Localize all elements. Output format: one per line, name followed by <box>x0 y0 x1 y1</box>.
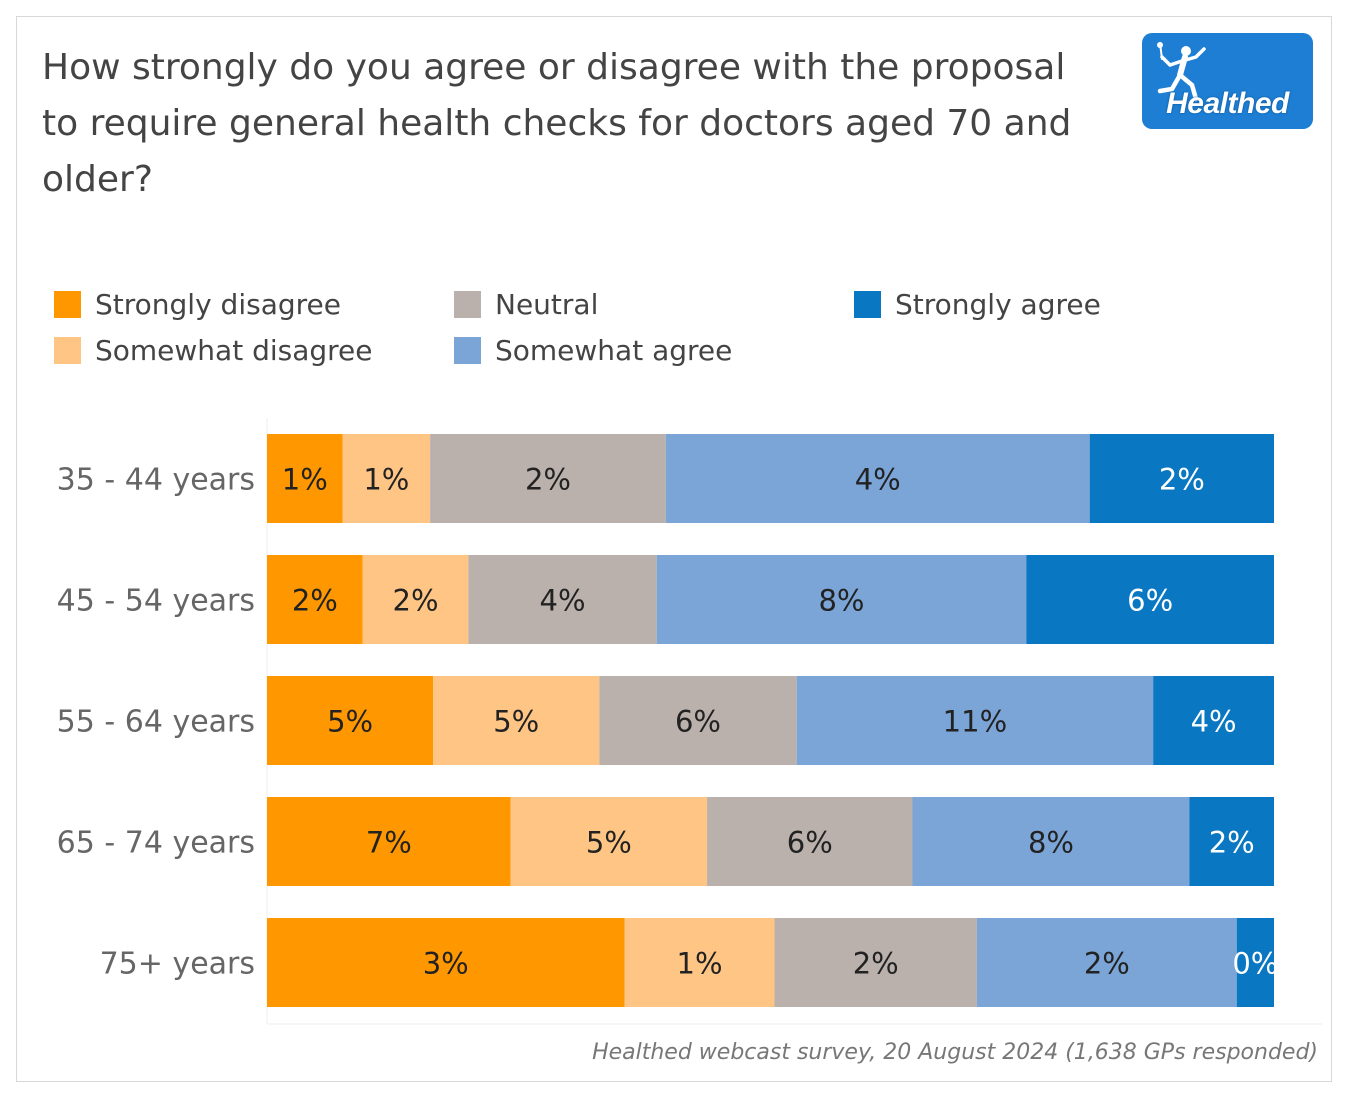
legend-item-strongly-agree: Strongly agree <box>854 286 1101 322</box>
data-label: 0% <box>1232 947 1278 981</box>
data-label: 5% <box>493 705 539 739</box>
bar-row-45-54-years: 45 - 54 years 2% 2% 4% 8% 6% <box>57 555 1274 644</box>
data-label: 2% <box>1159 463 1205 497</box>
bar-segment-neutral <box>707 797 913 886</box>
legend-label: Somewhat disagree <box>95 333 373 367</box>
legend-swatch <box>454 336 481 364</box>
data-label: 11% <box>943 705 1007 739</box>
data-label: 1% <box>282 463 328 497</box>
data-label: 6% <box>1127 584 1173 618</box>
bar-segment-neutral <box>468 555 657 644</box>
bar-segment-strongly-disagree <box>267 918 625 1007</box>
bar-segment-somewhat-agree <box>665 434 1090 523</box>
data-label: 6% <box>675 705 721 739</box>
legend-swatch <box>854 290 881 318</box>
bar-segment-strongly-agree <box>1236 918 1274 1007</box>
bar-segment-somewhat-disagree <box>433 676 600 765</box>
running-figure-icon <box>1157 42 1206 102</box>
source-note: Healthed webcast survey, 20 August 2024 … <box>592 1040 1318 1065</box>
data-label: 8% <box>818 584 864 618</box>
category-label: 75+ years <box>100 947 255 982</box>
legend-item-somewhat-disagree: Somewhat disagree <box>54 332 373 368</box>
legend-swatch <box>54 336 81 364</box>
legend-label: Strongly disagree <box>95 287 341 321</box>
data-label: 6% <box>787 826 833 860</box>
bar-segment-strongly-agree <box>1189 797 1274 886</box>
legend-swatch <box>454 290 481 318</box>
bar-segment-somewhat-agree <box>912 797 1190 886</box>
category-label: 45 - 54 years <box>57 584 255 619</box>
bar-segment-strongly-agree <box>1089 434 1274 523</box>
category-label: 35 - 44 years <box>57 463 255 498</box>
data-label: 5% <box>327 705 373 739</box>
legend-item-somewhat-agree: Somewhat agree <box>454 332 732 368</box>
stacked-bar-chart: 35 - 44 years 1% 1% 2% 4% 2% 45 - 54 years 2% 2%… <box>57 418 1322 1025</box>
data-label: 2% <box>1084 947 1130 981</box>
healthed-logo: Healthed <box>1142 33 1313 129</box>
bar-segment-somewhat-disagree <box>624 918 775 1007</box>
data-label: 2% <box>292 584 338 618</box>
legend-item-strongly-disagree: Strongly disagree <box>54 286 341 322</box>
bar-segment-somewhat-agree <box>796 676 1154 765</box>
legend: Strongly disagree Somewhat disagree Neutra… <box>54 286 1154 382</box>
data-label: 2% <box>525 463 571 497</box>
bar-segment-somewhat-disagree <box>342 434 431 523</box>
data-label: 7% <box>366 826 412 860</box>
bar-row-75-years: 75+ years 3% 1% 2% 2% 0% <box>100 918 1278 1007</box>
bar-segment-somewhat-agree <box>656 555 1027 644</box>
data-label: 4% <box>855 463 901 497</box>
data-label: 3% <box>423 947 469 981</box>
bar-row-65-74-years: 65 - 74 years 7% 5% 6% 8% 2% <box>57 797 1274 886</box>
bar-segment-strongly-disagree <box>267 555 363 644</box>
bar-segment-strongly-disagree <box>267 676 434 765</box>
data-label: 1% <box>363 463 409 497</box>
legend-label: Somewhat agree <box>495 333 733 367</box>
bar-segment-neutral <box>430 434 666 523</box>
bar-segment-strongly-disagree <box>267 797 511 886</box>
bar-segment-somewhat-agree <box>976 918 1237 1007</box>
bar-segment-neutral <box>774 918 977 1007</box>
data-label: 1% <box>677 947 723 981</box>
data-label: 8% <box>1028 826 1074 860</box>
bar-row-35-44-years: 35 - 44 years 1% 1% 2% 4% 2% <box>57 434 1274 523</box>
data-label: 2% <box>393 584 439 618</box>
data-label: 5% <box>586 826 632 860</box>
legend-label: Strongly agree <box>895 287 1101 321</box>
logo-text: Healthed <box>1166 87 1289 120</box>
bar-segment-strongly-agree <box>1153 676 1274 765</box>
bar-segment-strongly-disagree <box>267 434 343 523</box>
bar-segment-somewhat-disagree <box>362 555 469 644</box>
chart-frame <box>16 16 1332 1082</box>
bar-segment-strongly-agree <box>1026 555 1274 644</box>
category-label: 65 - 74 years <box>57 826 255 861</box>
data-label: 4% <box>1191 705 1237 739</box>
legend-label: Neutral <box>495 287 599 321</box>
bar-segment-neutral <box>599 676 797 765</box>
chart-title: How strongly do you agree or disagree wi… <box>42 47 1072 200</box>
bar-segment-somewhat-disagree <box>510 797 708 886</box>
bar-row-55-64-years: 55 - 64 years 5% 5% 6% 11% 4% <box>57 676 1274 765</box>
legend-swatch <box>54 290 81 318</box>
data-label: 2% <box>853 947 899 981</box>
category-label: 55 - 64 years <box>57 705 255 740</box>
data-label: 2% <box>1209 826 1255 860</box>
data-label: 4% <box>540 584 586 618</box>
legend-item-neutral: Neutral <box>454 286 598 322</box>
